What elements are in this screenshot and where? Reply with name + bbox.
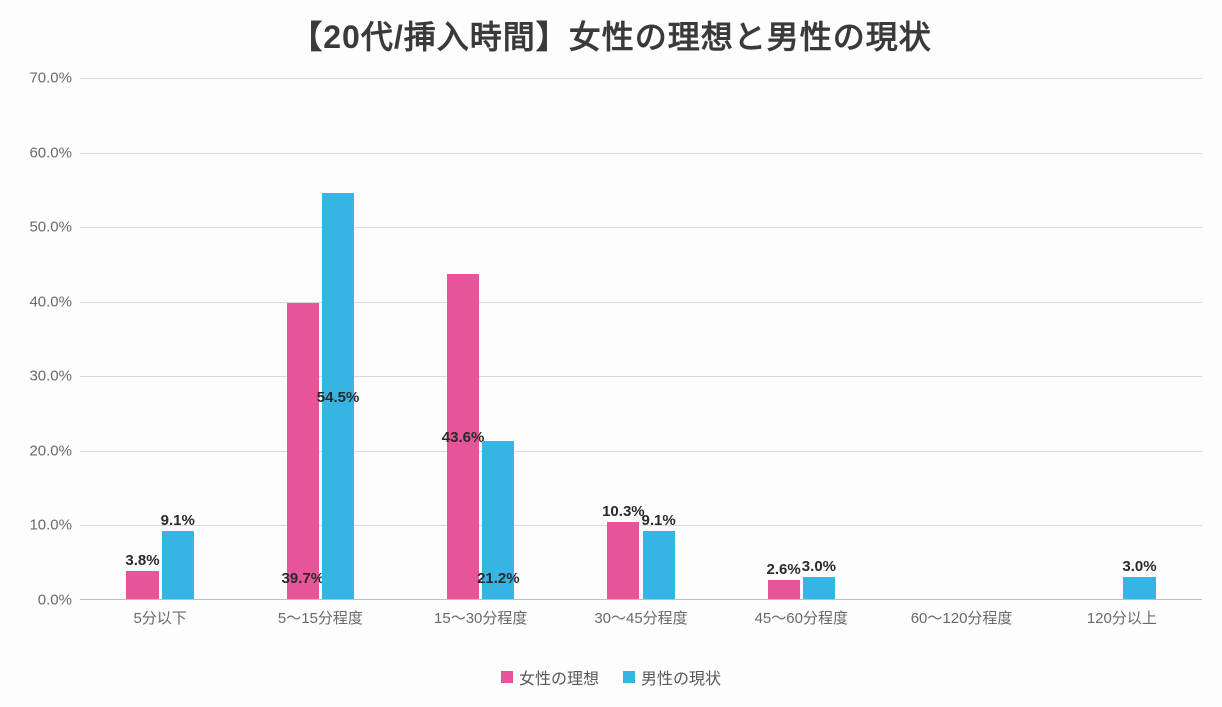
bar xyxy=(287,303,319,599)
gridline xyxy=(80,78,1202,79)
y-tick-label: 70.0% xyxy=(20,70,80,87)
legend-item: 男性の現状 xyxy=(623,665,721,689)
y-tick-label: 40.0% xyxy=(20,293,80,310)
legend-label: 女性の理想 xyxy=(519,671,599,688)
bar xyxy=(803,577,835,599)
x-tick-label: 15～30分程度 xyxy=(434,599,527,628)
data-label: 21.2% xyxy=(477,570,520,587)
bar xyxy=(1123,577,1155,599)
data-label: 2.6% xyxy=(767,561,801,578)
data-label: 9.1% xyxy=(642,512,676,529)
bar xyxy=(643,531,675,599)
data-label: 39.7% xyxy=(282,570,325,587)
chart-title: 【20代/挿入時間】女性の理想と男性の現状 xyxy=(0,0,1222,58)
y-tick-label: 20.0% xyxy=(20,442,80,459)
y-tick-label: 50.0% xyxy=(20,219,80,236)
bar xyxy=(768,580,800,599)
data-label: 3.0% xyxy=(802,558,836,575)
y-tick-label: 10.0% xyxy=(20,517,80,534)
gridline xyxy=(80,451,1202,452)
data-label: 9.1% xyxy=(161,512,195,529)
x-tick-label: 5～15分程度 xyxy=(278,599,363,628)
bar xyxy=(126,571,158,599)
data-label: 10.3% xyxy=(602,503,645,520)
data-label: 54.5% xyxy=(317,389,360,406)
y-tick-label: 60.0% xyxy=(20,144,80,161)
legend-swatch xyxy=(623,671,635,683)
x-tick-label: 60～120分程度 xyxy=(911,599,1013,628)
chart-plot-area: 0.0%10.0%20.0%30.0%40.0%50.0%60.0%70.0%5… xyxy=(80,78,1202,600)
data-label: 3.0% xyxy=(1122,558,1156,575)
x-tick-label: 30～45分程度 xyxy=(594,599,687,628)
x-tick-label: 120分以上 xyxy=(1087,599,1157,628)
y-tick-label: 0.0% xyxy=(20,592,80,609)
data-label: 3.8% xyxy=(125,552,159,569)
gridline xyxy=(80,302,1202,303)
legend-label: 男性の現状 xyxy=(641,671,721,688)
legend-swatch xyxy=(501,671,513,683)
y-tick-label: 30.0% xyxy=(20,368,80,385)
data-label: 43.6% xyxy=(442,429,485,446)
gridline xyxy=(80,227,1202,228)
x-tick-label: 45～60分程度 xyxy=(755,599,848,628)
bar xyxy=(607,522,639,599)
bar xyxy=(162,531,194,599)
legend-item: 女性の理想 xyxy=(501,665,599,689)
gridline xyxy=(80,376,1202,377)
x-tick-label: 5分以下 xyxy=(133,599,186,628)
gridline xyxy=(80,153,1202,154)
chart-legend: 女性の理想 男性の現状 xyxy=(0,665,1222,689)
chart-container: 【20代/挿入時間】女性の理想と男性の現状 0.0%10.0%20.0%30.0… xyxy=(0,0,1222,707)
